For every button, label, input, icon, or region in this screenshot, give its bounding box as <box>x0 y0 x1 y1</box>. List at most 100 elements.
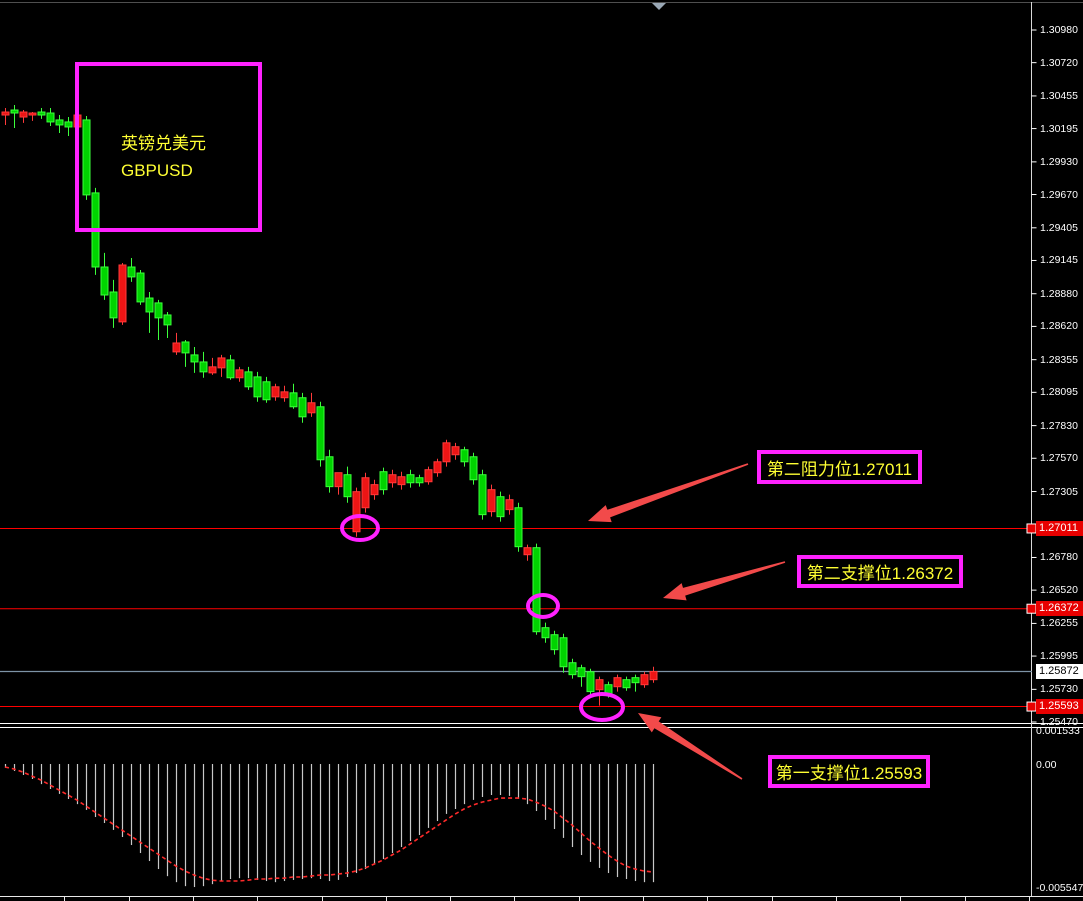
highlight-ellipse[interactable] <box>526 593 560 619</box>
symbol-annotation-text: 英镑兑美元 GBPUSD <box>121 130 206 184</box>
candle-down <box>460 449 469 463</box>
candle-down <box>568 662 577 676</box>
candle-down <box>586 671 595 693</box>
candle-down <box>559 637 568 668</box>
candle-down <box>253 376 262 398</box>
candle-up <box>649 671 658 681</box>
price-axis-label: 1.30195 <box>1040 122 1078 135</box>
price-axis-label: 1.29405 <box>1040 221 1078 234</box>
candle-up <box>424 469 433 483</box>
price-axis-label: 0.00 <box>1036 759 1057 771</box>
price-axis-label: 1.26780 <box>1040 551 1078 564</box>
level-line-marker[interactable] <box>1026 603 1037 614</box>
symbol-annotation-box[interactable]: 英镑兑美元 GBPUSD <box>75 62 262 232</box>
candle-down <box>550 634 559 651</box>
support2-label[interactable]: 第二支撑位1.26372 <box>797 555 963 588</box>
pointer-arrow[interactable] <box>638 713 743 780</box>
candle-up <box>334 472 343 488</box>
candle-down <box>631 677 640 684</box>
price-tag-support2: 1.26372 <box>1036 601 1083 617</box>
candle-down <box>541 627 550 639</box>
top-border <box>0 2 1083 10</box>
candle-down <box>406 474 415 484</box>
candle-down <box>10 109 19 114</box>
price-axis-label: 1.28095 <box>1040 386 1078 399</box>
candle-down <box>136 272 145 303</box>
pointer-arrows[interactable] <box>588 463 786 780</box>
candle-up <box>397 476 406 486</box>
candle-down <box>316 406 325 461</box>
highlight-ellipse[interactable] <box>579 692 625 722</box>
candle-up <box>361 477 370 509</box>
support1-label-text: 第一支撑位1.25593 <box>775 764 923 783</box>
price-axis-label: 1.30720 <box>1040 56 1078 69</box>
candle-up <box>487 489 496 513</box>
candle-up <box>523 547 532 556</box>
candle-down <box>532 547 541 633</box>
price-axis-label: 1.27305 <box>1040 485 1078 498</box>
candle-down <box>163 314 172 326</box>
candle-down <box>514 507 523 548</box>
price-axis-label: 1.30980 <box>1040 24 1078 36</box>
price-axis-label: 1.27570 <box>1040 452 1078 465</box>
candle-down <box>127 266 136 278</box>
candle-down <box>325 456 334 488</box>
candle-down <box>37 111 46 116</box>
level-line-marker[interactable] <box>1026 701 1037 712</box>
price-axis-label: 1.29670 <box>1040 188 1078 201</box>
candle-down <box>109 291 118 319</box>
price-axis-label: 1.26520 <box>1040 584 1078 597</box>
candle-down <box>181 341 190 354</box>
candle-down <box>64 121 73 128</box>
price-axis-label: 1.28355 <box>1040 353 1078 366</box>
price-tag-resistance2: 1.27011 <box>1036 520 1083 536</box>
candle-up <box>217 357 226 369</box>
price-tag-current: 1.25872 <box>1036 664 1083 679</box>
candle-up <box>505 499 514 511</box>
candle-down <box>262 381 271 401</box>
price-axis-label: 1.29930 <box>1040 155 1078 168</box>
candle-down <box>199 361 208 373</box>
candle-up <box>1 111 10 116</box>
pointer-arrow[interactable] <box>663 561 786 601</box>
price-axis-label: 1.26255 <box>1040 617 1078 630</box>
symbol-ticker: GBPUSD <box>121 161 193 180</box>
candle-down <box>379 471 388 491</box>
symbol-name-cn: 英镑兑美元 <box>121 134 206 153</box>
candle-down <box>289 392 298 408</box>
support1-label[interactable]: 第一支撑位1.25593 <box>768 755 930 788</box>
candle-down <box>577 667 586 678</box>
candle-down <box>145 297 154 313</box>
candle-up <box>595 679 604 691</box>
price-axis-label: 1.28620 <box>1040 320 1078 333</box>
level-lines[interactable] <box>0 523 1037 712</box>
candle-down <box>298 397 307 418</box>
candle-up <box>307 402 316 414</box>
price-axis-label: 1.29145 <box>1040 254 1078 267</box>
highlight-ellipses[interactable] <box>340 514 625 722</box>
candle-down <box>82 119 91 196</box>
candle-down <box>100 266 109 296</box>
candle-down <box>343 474 352 498</box>
resistance2-label-text: 第二阻力位1.27011 <box>766 459 913 479</box>
candle-up <box>370 484 379 496</box>
level-line-marker[interactable] <box>1026 523 1037 534</box>
price-axis-label: 1.30455 <box>1040 89 1078 102</box>
highlight-ellipse[interactable] <box>340 514 380 542</box>
candle-down <box>55 119 64 126</box>
indicator-histogram <box>4 764 655 888</box>
candle-down <box>244 371 253 388</box>
indicator-signal-line <box>4 766 654 882</box>
candle-up <box>352 491 361 533</box>
axis-ticks <box>1031 29 1037 723</box>
candle-up <box>640 674 649 686</box>
candle-up <box>433 461 442 474</box>
support2-label-text: 第二支撑位1.26372 <box>806 564 954 583</box>
candle-down <box>478 474 487 516</box>
candle-up <box>235 369 244 379</box>
pointer-arrow[interactable] <box>588 463 749 523</box>
candle-up <box>442 442 451 463</box>
resistance2-label[interactable]: 第二阻力位1.27011 <box>757 450 922 484</box>
chart-shift-marker-icon[interactable] <box>652 3 666 10</box>
